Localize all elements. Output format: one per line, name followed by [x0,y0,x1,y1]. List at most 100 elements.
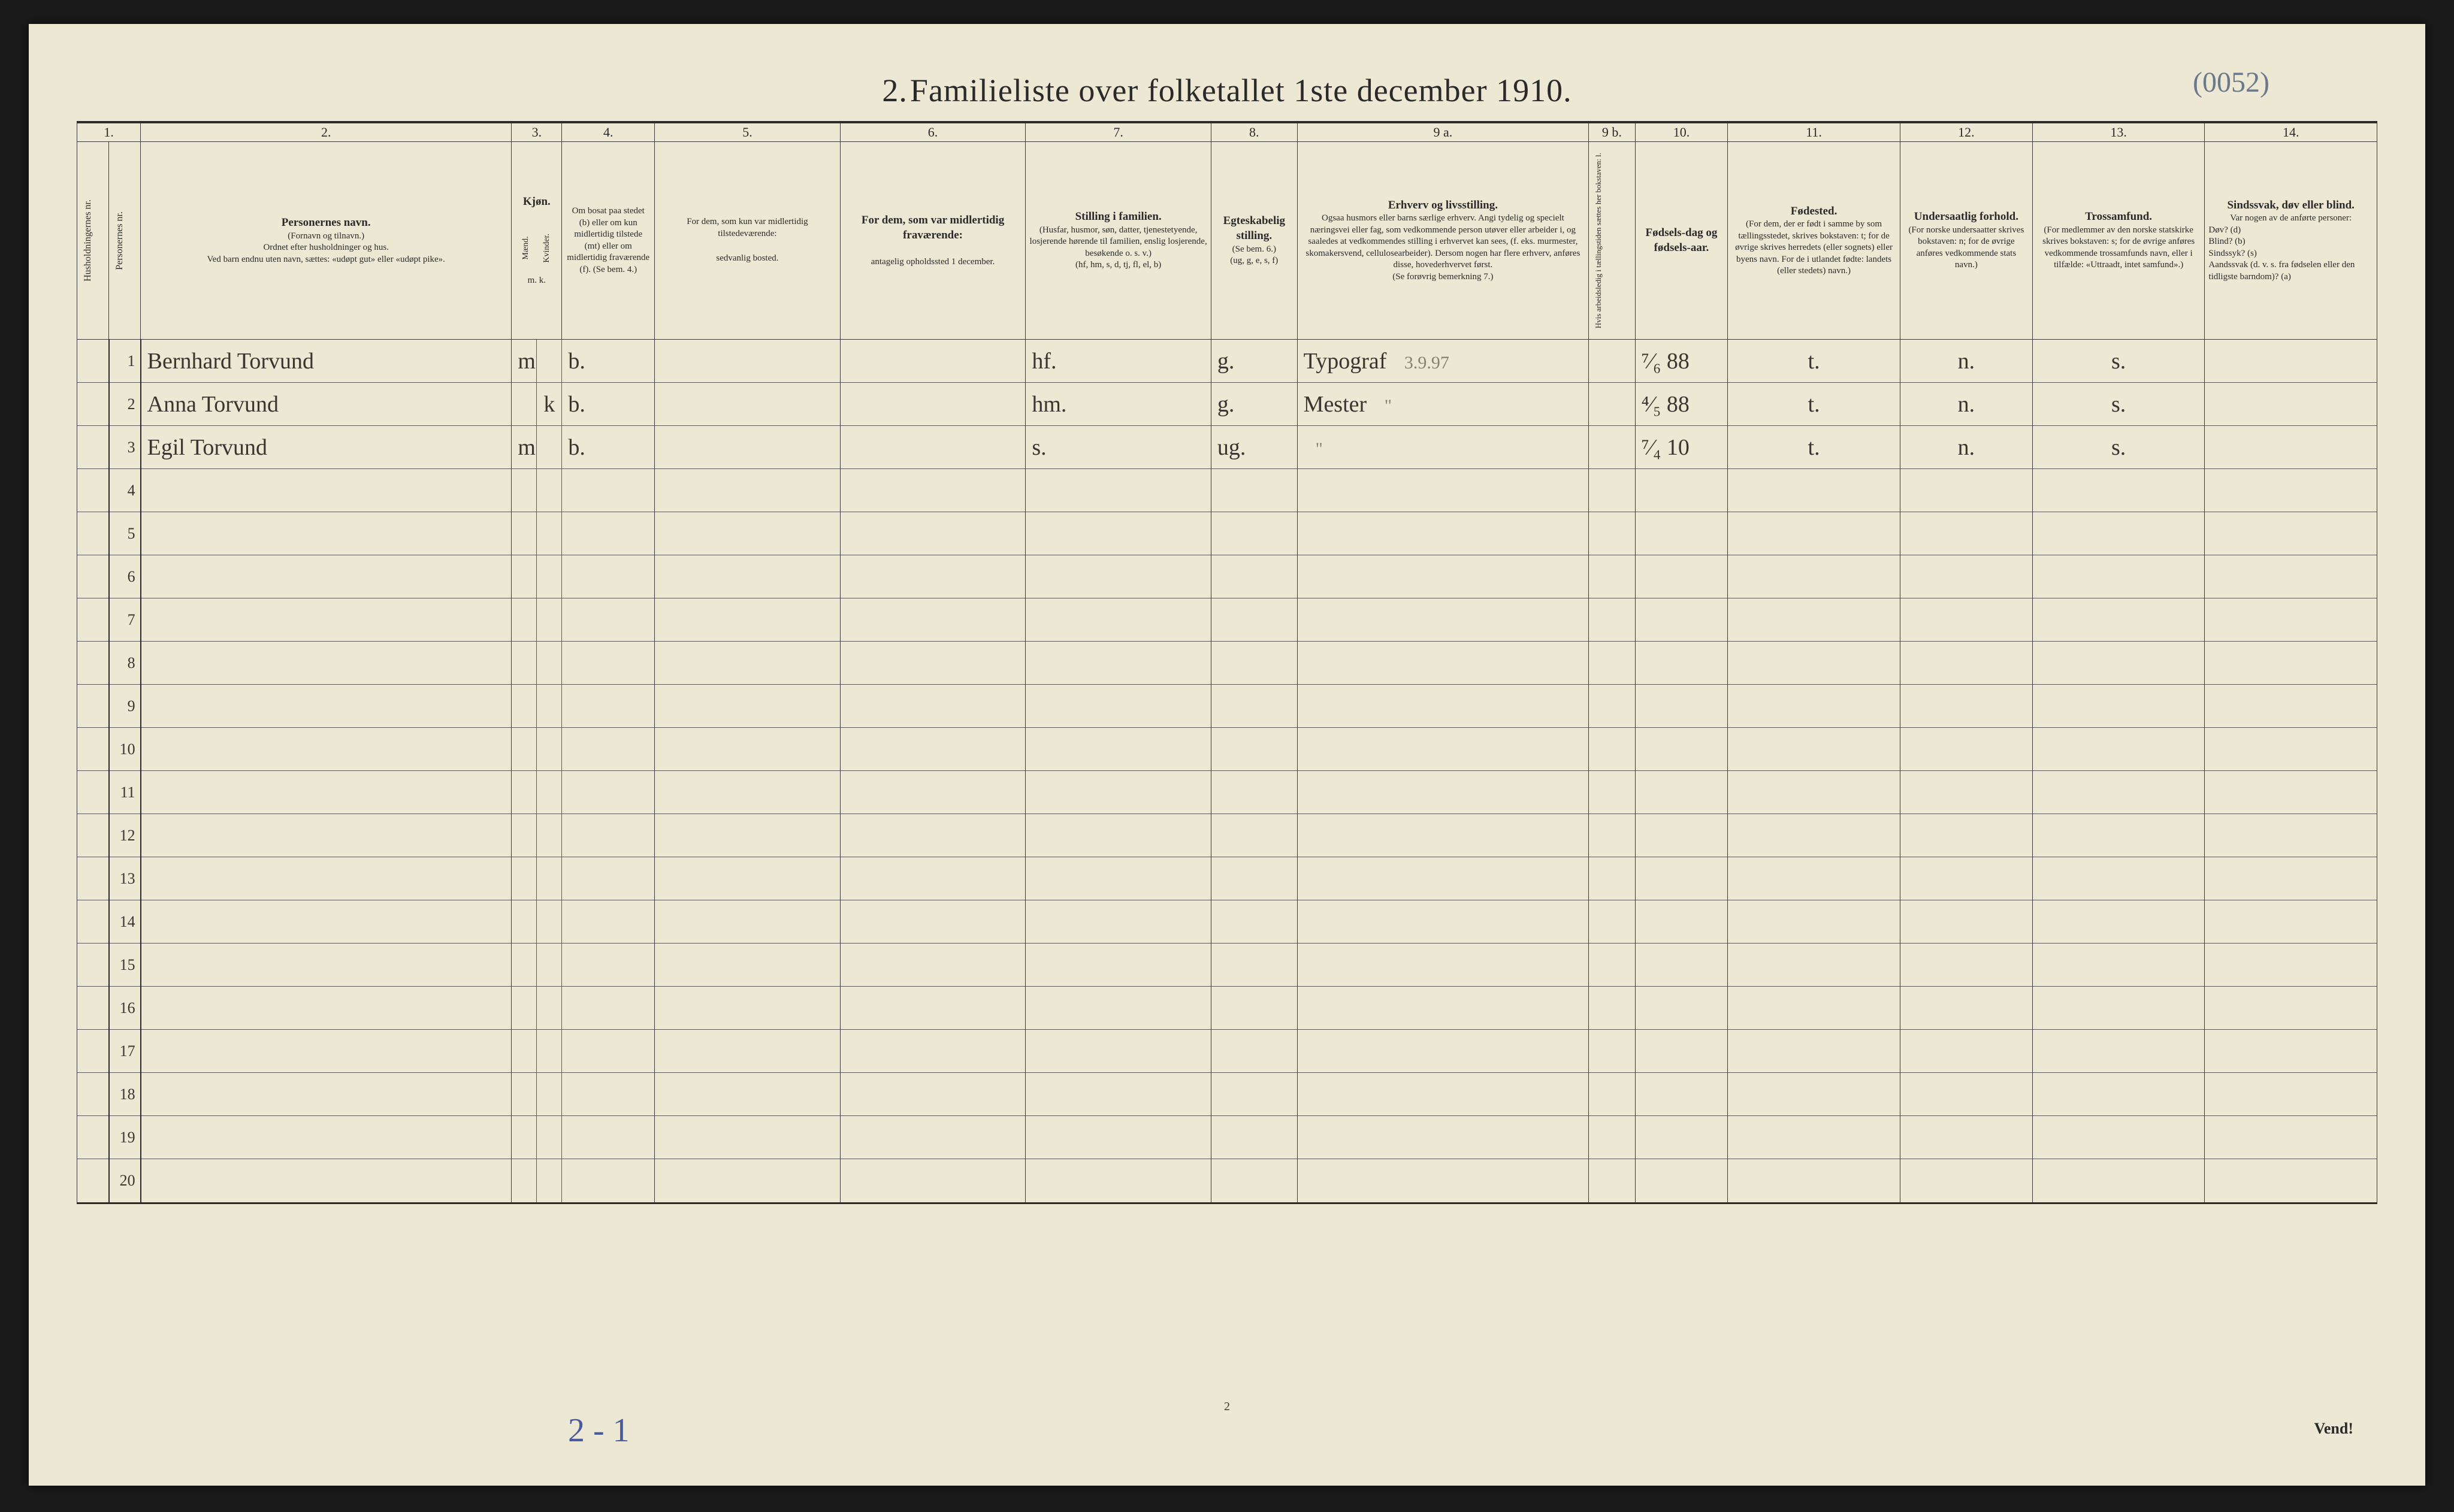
census-table: 1. 2. 3. 4. 5. 6. 7. 8. 9 a. 9 b. 10. 11… [77,123,2377,1202]
row-household-nr [77,728,109,771]
cell-unemployed [1589,1073,1635,1116]
cell-sex-m [512,383,537,426]
cell-occupation [1297,771,1589,814]
cell-occupation [1297,944,1589,987]
cell-residence [562,728,655,771]
cell-occupation: " [1297,426,1589,469]
cell-name [141,1030,512,1073]
colnum-10: 10. [1635,123,1728,142]
row-person-nr: 16 [109,987,141,1030]
cell-nationality: n. [1900,383,2032,426]
cell-birth [1635,598,1728,642]
cell-birthplace [1728,900,1900,944]
header-family-pos: Stilling i familien. (Husfar, husmor, sø… [1026,142,1211,340]
cell-residence: b. [562,340,655,383]
cell-residence [562,598,655,642]
row-person-nr: 2 [109,383,141,426]
cell-birthplace [1728,728,1900,771]
cell-marital [1211,987,1297,1030]
cell-residence [562,771,655,814]
cell-away [840,944,1026,987]
cell-sex-m [512,512,537,555]
cell-nationality [1900,771,2032,814]
cell-away [840,771,1026,814]
cell-occupation [1297,469,1589,512]
cell-sex-k: k [537,383,562,426]
cell-disability [2205,944,2377,987]
cell-nationality [1900,555,2032,598]
cell-disability [2205,555,2377,598]
row-person-nr: 14 [109,900,141,944]
header-temp-away: For dem, som var midlertidig fraværende:… [840,142,1026,340]
cell-birthplace [1728,1073,1900,1116]
row-person-nr: 9 [109,685,141,728]
cell-birth [1635,685,1728,728]
cell-unemployed [1589,469,1635,512]
row-household-nr [77,469,109,512]
cell-away [840,469,1026,512]
cell-birth [1635,728,1728,771]
cell-family: s. [1026,426,1211,469]
row-household-nr [77,1030,109,1073]
cell-birthplace [1728,771,1900,814]
cell-sex-k [537,857,562,900]
cell-occupation: Typograf 3.9.97 [1297,340,1589,383]
table-row: 16 [77,987,2377,1030]
cell-birth: ⁴⁄₅ 88 [1635,383,1728,426]
cell-marital [1211,728,1297,771]
cell-residence [562,1159,655,1202]
cell-marital [1211,642,1297,685]
row-household-nr [77,1116,109,1159]
cell-unemployed [1589,555,1635,598]
cell-religion [2032,1030,2204,1073]
colnum-6: 6. [840,123,1026,142]
cell-away [840,685,1026,728]
cell-residence [562,1073,655,1116]
row-household-nr [77,944,109,987]
header-description-row: Husholdningernes nr. Personernes nr. Per… [77,142,2377,340]
row-household-nr [77,1159,109,1202]
cell-disability [2205,771,2377,814]
cell-disability [2205,987,2377,1030]
cell-nationality [1900,1073,2032,1116]
row-person-nr: 19 [109,1116,141,1159]
cell-sex-k [537,1073,562,1116]
cell-unemployed [1589,685,1635,728]
cell-birthplace [1728,685,1900,728]
row-household-nr [77,771,109,814]
cell-marital [1211,1116,1297,1159]
colnum-12: 12. [1900,123,2032,142]
cell-sex-k [537,987,562,1030]
cell-unemployed [1589,383,1635,426]
cell-unemployed [1589,728,1635,771]
cell-residence [562,987,655,1030]
cell-nationality [1900,512,2032,555]
page-number: 2 [1224,1400,1230,1414]
cell-temp [655,944,841,987]
cell-away [840,728,1026,771]
cell-sex-k [537,555,562,598]
cell-away [840,900,1026,944]
cell-birth [1635,642,1728,685]
row-household-nr [77,512,109,555]
cell-temp [655,1116,841,1159]
cell-birth [1635,1116,1728,1159]
cell-family [1026,642,1211,685]
cell-temp [655,685,841,728]
table-row: 12 [77,814,2377,857]
row-person-nr: 5 [109,512,141,555]
cell-away [840,987,1026,1030]
row-household-nr [77,685,109,728]
colnum-2: 2. [141,123,512,142]
row-person-nr: 13 [109,857,141,900]
cell-temp [655,598,841,642]
cell-temp [655,1073,841,1116]
cell-away [840,1073,1026,1116]
cell-away [840,1116,1026,1159]
cell-away [840,383,1026,426]
cell-name: Egil Torvund [141,426,512,469]
cell-sex-k [537,728,562,771]
cell-name [141,944,512,987]
header-occupation: Erhverv og livsstilling. Ogsaa husmors e… [1297,142,1589,340]
cell-temp [655,555,841,598]
